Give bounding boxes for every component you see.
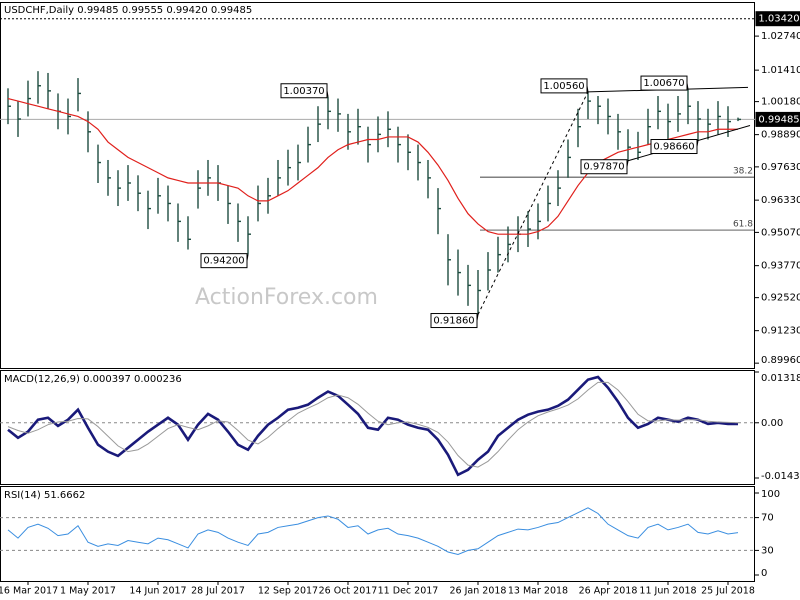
y-tick-label: 70 bbox=[761, 513, 774, 524]
y-tick-label: 30 bbox=[761, 545, 774, 556]
x-tick-label: 13 Mar 2018 bbox=[508, 586, 568, 597]
x-tick-label: 16 Mar 2017 bbox=[0, 586, 58, 597]
label-box bbox=[280, 83, 328, 99]
label-text: 0.99485 bbox=[758, 114, 799, 125]
label-box bbox=[580, 159, 628, 175]
label-text: 0.91860 bbox=[433, 316, 474, 327]
label-box bbox=[640, 75, 688, 91]
y-tick-label: 0 bbox=[761, 568, 767, 579]
y-tick-label: 1.01410 bbox=[761, 65, 800, 76]
y-tick-label: 0.96330 bbox=[761, 195, 800, 206]
y-tick-label: 0.013184 bbox=[761, 373, 800, 384]
x-tick-label: 26 Apr 2018 bbox=[579, 586, 638, 597]
label-text: 0.98660 bbox=[653, 142, 694, 153]
series-line bbox=[7, 507, 739, 556]
label-text: 1.03420 bbox=[758, 14, 799, 25]
macd-panel bbox=[0, 370, 755, 485]
y-tick-label: 0.97630 bbox=[761, 162, 800, 173]
series-line bbox=[7, 375, 738, 477]
y-tick-label: 0.89960 bbox=[761, 355, 800, 366]
x-tick-label: 1 May 2017 bbox=[60, 586, 116, 597]
y-tick-label: 0.91230 bbox=[761, 326, 800, 337]
rsi-panel bbox=[0, 486, 755, 582]
label-box bbox=[650, 139, 698, 155]
watermark: ActionForex.com bbox=[195, 285, 378, 310]
label-box bbox=[540, 78, 588, 94]
x-tick-label: 26 Oct 2017 bbox=[319, 586, 378, 597]
y-tick-label: 0.93770 bbox=[761, 261, 800, 272]
y-tick-label: 100 bbox=[761, 489, 780, 500]
moving-average bbox=[7, 97, 738, 235]
y-tick-label: 0.95070 bbox=[761, 227, 800, 238]
rsi-title: RSI(14) 51.6662 bbox=[4, 490, 85, 501]
x-tick-label: 14 Jun 2017 bbox=[129, 586, 186, 597]
label-text: 1.00370 bbox=[283, 86, 324, 97]
price-panel bbox=[0, 2, 755, 369]
label-text: 1.00670 bbox=[643, 78, 684, 89]
x-tick-label: 11 Jun 2018 bbox=[639, 586, 696, 597]
y-tick-label: -0.014339 bbox=[761, 471, 800, 482]
label-text: 0.97870 bbox=[583, 162, 624, 173]
y-tick-label: 1.02740 bbox=[761, 31, 800, 42]
label-box bbox=[755, 11, 800, 27]
label-text: 1.00560 bbox=[543, 81, 584, 92]
fib-label: 38.2 bbox=[733, 167, 753, 177]
price-title: USDCHF,Daily 0.99485 0.99555 0.99420 0.9… bbox=[4, 5, 252, 16]
label-text: 0.94200 bbox=[203, 256, 244, 267]
label-box bbox=[200, 253, 248, 269]
label-box bbox=[755, 111, 800, 127]
fib-label: 61.8 bbox=[733, 220, 753, 230]
series-line bbox=[7, 381, 739, 468]
x-tick-label: 11 Dec 2017 bbox=[378, 586, 439, 597]
x-tick-label: 25 Jul 2018 bbox=[701, 586, 755, 597]
x-tick-label: 26 Jan 2018 bbox=[450, 586, 507, 597]
macd-title: MACD(12,26,9) 0.000397 0.000236 bbox=[4, 374, 182, 385]
y-tick-label: 0.92520 bbox=[761, 293, 800, 304]
y-tick-label: 0.98890 bbox=[761, 130, 800, 141]
x-tick-label: 28 Jul 2017 bbox=[191, 586, 245, 597]
label-box bbox=[430, 313, 478, 329]
y-tick-label: 1.00180 bbox=[761, 97, 800, 108]
x-tick-label: 12 Sep 2017 bbox=[258, 586, 318, 597]
trend-line bbox=[477, 91, 589, 315]
y-tick-label: 0.00 bbox=[761, 418, 783, 429]
